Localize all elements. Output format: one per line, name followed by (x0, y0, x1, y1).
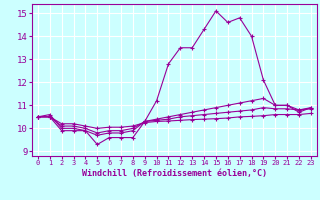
X-axis label: Windchill (Refroidissement éolien,°C): Windchill (Refroidissement éolien,°C) (82, 169, 267, 178)
